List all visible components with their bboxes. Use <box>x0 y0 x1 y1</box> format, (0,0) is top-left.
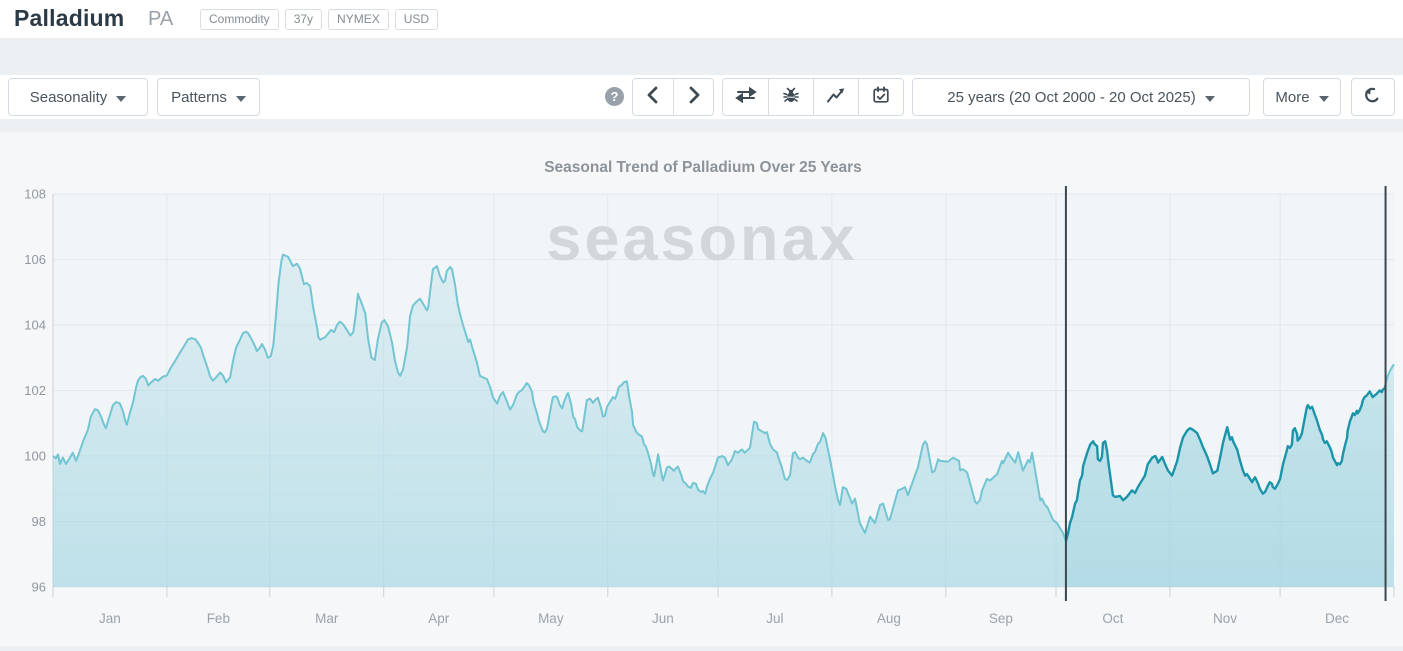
more-dropdown[interactable]: More <box>1263 78 1341 116</box>
next-button[interactable] <box>673 79 713 115</box>
y-axis-tick-label: 104 <box>24 318 46 333</box>
badge-exchange: NYMEX <box>328 9 389 30</box>
month-label: Feb <box>207 611 230 626</box>
seasonality-dropdown[interactable]: Seasonality <box>8 78 148 116</box>
y-axis-tick-label: 100 <box>24 449 46 464</box>
y-axis-tick-label: 106 <box>24 252 46 267</box>
chevron-left-icon <box>645 86 661 109</box>
series-area-fill <box>53 254 1394 587</box>
prev-button[interactable] <box>633 79 673 115</box>
more-dropdown-label: More <box>1275 88 1310 106</box>
chart-view-button[interactable] <box>813 79 858 115</box>
caret-down-icon <box>1318 89 1329 106</box>
compare-button[interactable] <box>723 79 768 115</box>
chart-title: Seasonal Trend of Palladium Over 25 Year… <box>544 159 862 176</box>
patterns-dropdown-label: Patterns <box>171 88 227 106</box>
patterns-dropdown[interactable]: Patterns <box>157 78 260 116</box>
seasonal-chart: seasonax 96 98 100 102 104 106 108 Jan Feb Mar Apr… <box>24 159 1395 627</box>
chart-area-fill <box>53 254 1394 587</box>
month-label: May <box>538 611 564 626</box>
badge-currency: USD <box>394 9 439 30</box>
chart-tools-group <box>722 78 904 116</box>
chart-line-series <box>52 253 1395 542</box>
y-axis-tick-label: 98 <box>32 514 46 529</box>
caret-down-icon <box>1204 89 1215 106</box>
badge-asset-class: Commodity <box>200 9 279 30</box>
series-line-highlight <box>1064 384 1387 542</box>
seasonax-watermark: seasonax <box>546 204 857 274</box>
help-icon[interactable]: ? <box>605 87 624 106</box>
line-chart-icon <box>825 85 847 110</box>
month-label: Jan <box>99 611 121 626</box>
month-label: Mar <box>315 611 339 626</box>
chevron-right-icon <box>686 86 702 109</box>
month-label: Oct <box>1102 611 1123 626</box>
y-axis-tick-label: 102 <box>24 383 46 398</box>
calendar-button[interactable] <box>858 79 903 115</box>
instrument-symbol: PA <box>148 8 174 30</box>
month-label: Apr <box>428 611 450 626</box>
caret-down-icon <box>116 89 127 106</box>
series-line-pre <box>52 253 1067 542</box>
instrument-badges: Commodity 37y NYMEX USD <box>200 9 439 30</box>
rotate-left-reset-icon <box>1362 84 1384 110</box>
date-range-label: 25 years (20 Oct 2000 - 20 Oct 2025) <box>947 88 1196 106</box>
bug-report-button[interactable] <box>768 79 813 115</box>
calendar-check-icon <box>871 85 891 110</box>
badge-history-length: 37y <box>284 9 323 30</box>
header-bar: Palladium PA Commodity 37y NYMEX USD <box>0 0 1403 38</box>
chart-nav-group <box>632 78 714 116</box>
month-label: Jul <box>766 611 783 626</box>
chart-period-markers <box>1064 186 1387 601</box>
month-label: Aug <box>877 611 901 626</box>
compare-arrows-icon <box>734 85 757 110</box>
chart-panel: seasonax 96 98 100 102 104 106 108 Jan Feb Mar Apr… <box>0 132 1403 646</box>
series-line-post <box>1384 363 1395 386</box>
bug-icon <box>781 85 801 110</box>
date-range-dropdown[interactable]: 25 years (20 Oct 2000 - 20 Oct 2025) <box>912 78 1250 116</box>
toolbar: Seasonality Patterns ? <box>0 75 1403 119</box>
y-axis-tick-label: 108 <box>24 187 46 202</box>
instrument-title: Palladium <box>14 5 125 31</box>
seasonality-dropdown-label: Seasonality <box>29 88 108 106</box>
chart-axis-labels: 96 98 100 102 104 106 108 Jan Feb Mar Apr May Jun Jul… <box>24 187 1349 627</box>
reset-button[interactable] <box>1351 78 1395 116</box>
month-label: Sep <box>989 611 1013 626</box>
y-axis-tick-label: 96 <box>32 580 46 595</box>
month-label: Nov <box>1213 611 1237 626</box>
month-label: Dec <box>1325 611 1349 626</box>
caret-down-icon <box>235 89 246 106</box>
month-label: Jun <box>652 611 674 626</box>
highlight-area-fill <box>1065 385 1386 587</box>
